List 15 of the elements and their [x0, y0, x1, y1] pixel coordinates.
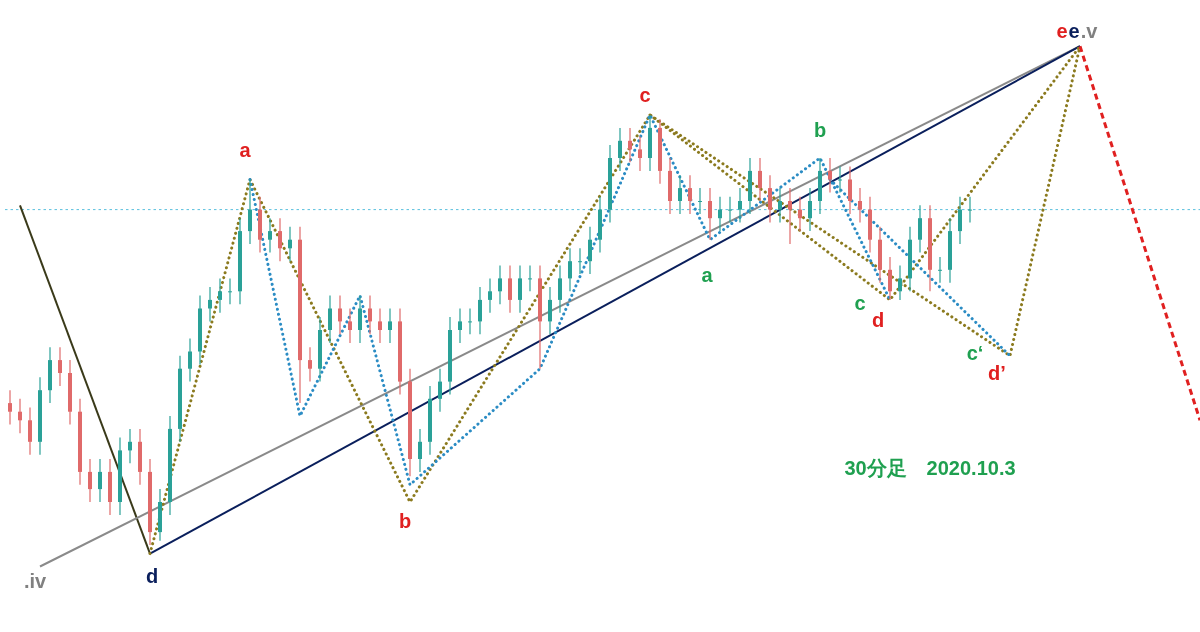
- text: c: [639, 84, 651, 107]
- annotation: d: [871, 309, 885, 332]
- text: d: [145, 565, 159, 588]
- annotation: a: [239, 139, 252, 162]
- annotation: d’: [988, 362, 1006, 385]
- annotation: 30分足 2020.10.3: [844, 457, 1016, 480]
- annotation: b: [398, 510, 412, 533]
- text: .iv: [23, 570, 47, 593]
- text: e: [1056, 20, 1068, 43]
- text: .v: [1080, 20, 1099, 43]
- annotation: b: [813, 119, 827, 142]
- annotation: a: [701, 264, 714, 287]
- text: e: [1068, 20, 1080, 43]
- annotation: c: [854, 292, 866, 315]
- annotation: c‘: [966, 342, 984, 365]
